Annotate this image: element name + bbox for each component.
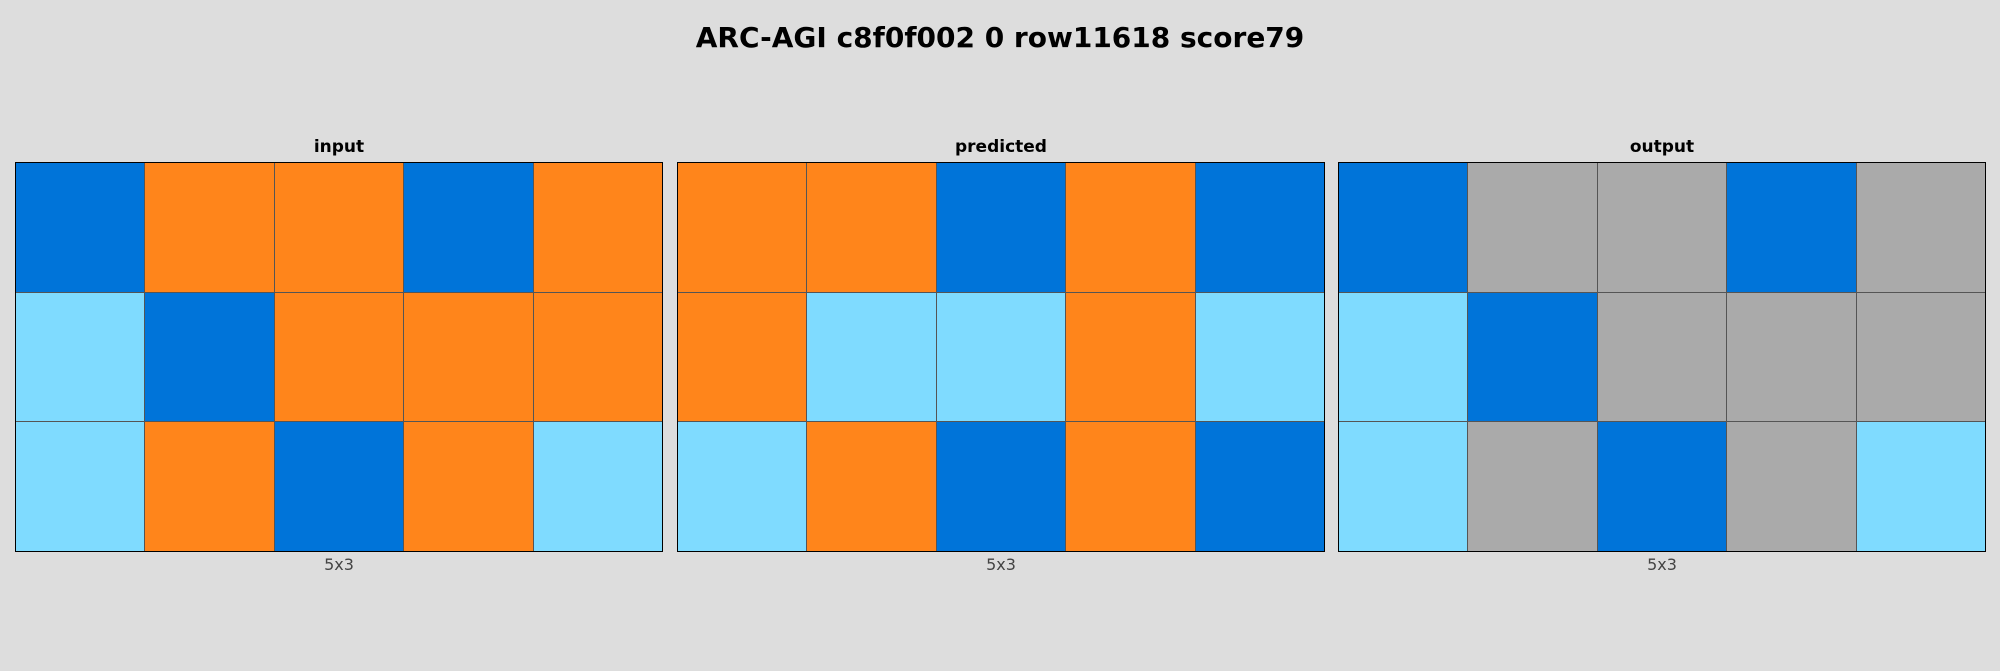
panel-predicted: predicted 5x3 (677, 136, 1325, 574)
grid-cell (678, 292, 807, 422)
grid-cell (1339, 422, 1468, 551)
grid-cell (1066, 422, 1195, 551)
grid-cell (1066, 163, 1195, 292)
grid-cell (145, 163, 274, 292)
panel-input: input 5x3 (15, 136, 663, 574)
panel-title-input: input (313, 137, 365, 157)
grid-cell (404, 292, 533, 422)
grid-cell (807, 422, 936, 551)
grid-cell (1856, 422, 1985, 551)
grid-input (15, 162, 663, 552)
grid-cell (274, 422, 404, 551)
grid-cell (274, 163, 404, 292)
grid-cell (678, 422, 807, 551)
grid-cell (16, 163, 145, 292)
grid-output (1338, 162, 1986, 552)
grid-cell (1468, 292, 1597, 422)
grid-cell (807, 163, 936, 292)
panel-output: output 5x3 (1338, 136, 1986, 574)
grid-cell (274, 292, 404, 422)
grid-predicted (677, 162, 1325, 552)
grid-cell (1597, 163, 1727, 292)
grid-cell (16, 422, 145, 551)
grid-dims-predicted: 5x3 (986, 555, 1016, 574)
panel-title-predicted: predicted (955, 137, 1047, 157)
panel-title-output: output (1629, 137, 1695, 157)
grid-cell (1597, 292, 1727, 422)
grid-cell (1195, 422, 1324, 551)
grid-cell (1856, 163, 1985, 292)
grid-cell (1468, 163, 1597, 292)
grid-cell (1066, 292, 1195, 422)
grid-cell (533, 163, 662, 292)
grid-cell (936, 163, 1066, 292)
grid-cell (1727, 163, 1856, 292)
grid-cell (678, 163, 807, 292)
grid-cell (1727, 292, 1856, 422)
grid-cell (936, 292, 1066, 422)
grid-cell (1339, 292, 1468, 422)
grid-cell (145, 292, 274, 422)
grid-cell (1195, 292, 1324, 422)
grid-cell (807, 292, 936, 422)
grid-cell (1339, 163, 1468, 292)
grid-cell (145, 422, 274, 551)
grid-cell (1468, 422, 1597, 551)
page-title: ARC-AGI c8f0f002 0 row11618 score79 (695, 21, 1305, 54)
grid-cell (533, 292, 662, 422)
grid-cell (1597, 422, 1727, 551)
grid-cell (1727, 422, 1856, 551)
grid-cell (936, 422, 1066, 551)
grid-cell (16, 292, 145, 422)
grid-cell (1856, 292, 1985, 422)
grid-cell (404, 163, 533, 292)
grid-cell (533, 422, 662, 551)
grid-dims-input: 5x3 (324, 555, 354, 574)
grid-cell (404, 422, 533, 551)
grid-cell (1195, 163, 1324, 292)
grid-dims-output: 5x3 (1647, 555, 1677, 574)
